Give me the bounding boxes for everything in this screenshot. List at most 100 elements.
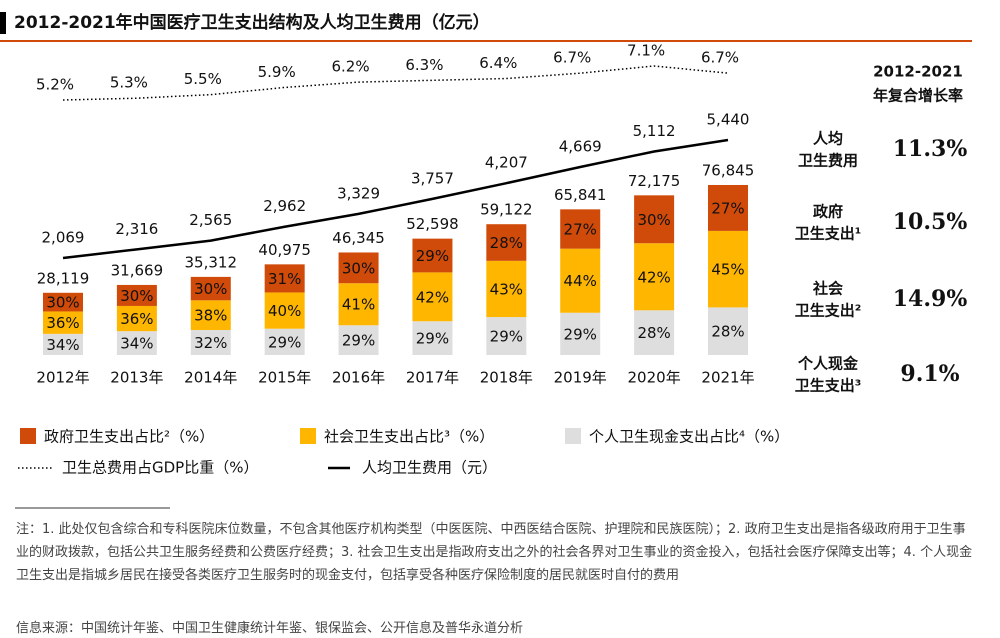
x-tick-label: 2014年 [184,369,237,387]
x-tick-label: 2015年 [258,369,311,387]
x-tick-label: 2017年 [406,369,459,387]
total-label: 46,345 [332,229,385,247]
bar-segment [338,325,379,355]
bar-segment [116,331,157,355]
gdp-share-line-label: 6.4% [479,54,517,72]
x-tick-label: 2021年 [701,369,754,387]
segment-label: 42% [637,268,670,286]
gdp-share-line-label: 6.2% [332,58,370,76]
per-capita-line [62,138,729,260]
cagr-value: 11.3% [893,136,968,162]
per-capita-line-label: 2,316 [115,220,158,238]
legend-label: 卫生总费用占GDP比重（%） [62,459,258,477]
per-capita-line-label: 5,112 [633,122,676,140]
total-label: 35,312 [185,253,238,271]
cagr-label: 卫生支出² [795,302,862,320]
segment-label: 29% [268,333,301,351]
bar-segment [412,272,453,322]
gdp-share-line [62,65,729,101]
segment-label: 28% [711,323,744,341]
segment-label: 30% [46,294,79,312]
bar-segment [190,330,231,355]
x-tick-label: 2018年 [480,369,533,387]
total-label: 76,845 [702,162,755,180]
segment-label: 38% [194,307,227,325]
per-capita-line-label: 3,329 [337,184,380,202]
bar-segment [560,312,601,355]
segment-label: 34% [46,336,79,354]
per-capita-line-label: 3,757 [411,169,454,187]
gdp-share-line-label: 7.1% [627,42,665,60]
segment-label: 36% [120,310,153,328]
per-capita-line-label: 4,669 [559,137,602,155]
bar-segment [264,264,305,293]
bar-segment [190,276,231,301]
cagr-label: 卫生支出³ [795,377,862,395]
per-capita-line-label: 2,565 [189,211,232,229]
legend-swatch [300,428,316,444]
per-capita-line-label: 2,069 [42,229,85,247]
bar-segment [190,300,231,331]
x-tick-label: 2013年 [110,369,163,387]
legend-swatch [20,428,36,444]
segment-label: 32% [194,334,227,352]
notes: 注：1. 此处仅包含综合和专科医院床位数量，不包含其他医疗机构类型（中医医院、中… [16,522,973,583]
bar-segment [560,248,601,313]
bar-segment [43,292,83,312]
bar-segment [43,311,83,334]
segment-label: 29% [416,247,449,265]
legend-swatch [565,428,581,444]
segment-label: 44% [564,272,597,290]
bar-segment [486,260,527,318]
bar-segment [43,333,83,355]
bar-segment [412,238,453,273]
bar-segment [116,284,157,306]
bar-segment [634,243,675,311]
cagr-label: 卫生费用 [798,152,858,170]
segment-label: 36% [46,314,79,332]
legend-label: 个人卫生现金支出占比⁴（%） [589,428,789,446]
x-tick-label: 2019年 [554,369,607,387]
bar-segment [708,307,748,355]
per-capita-line-label: 5,440 [707,111,750,129]
bar-segment [634,310,675,355]
bar-segment [560,209,601,249]
segment-label: 30% [637,211,670,229]
cagr-label: 人均 [813,130,843,148]
bar-segment [708,185,748,231]
total-label: 65,841 [554,186,607,204]
total-label: 40,975 [258,241,311,259]
bar-segment [708,230,748,308]
segment-label: 31% [268,270,301,288]
bar-segment [338,252,379,284]
per-capita-line-label: 2,962 [263,197,306,215]
segment-label: 27% [711,199,744,217]
chart-title: 2012-2021年中国医疗卫生支出结构及人均卫生费用（亿元） [14,12,490,33]
total-label: 59,122 [480,201,533,219]
bar-segment [338,283,379,326]
segment-label: 42% [416,288,449,306]
cagr-label: 个人现金 [797,355,859,373]
bar-segment [486,317,527,355]
cagr-value: 10.5% [893,209,968,235]
gdp-share-line-label: 5.5% [184,70,222,88]
segment-label: 43% [490,280,523,298]
segment-label: 41% [342,296,375,314]
segment-label: 27% [564,221,597,239]
total-label: 72,175 [628,172,681,190]
x-tick-label: 2012年 [36,369,89,387]
gdp-share-line-label: 6.7% [701,49,739,67]
segment-label: 28% [490,234,523,252]
gdp-share-line-label: 5.3% [110,74,148,92]
bar-segment [486,224,527,261]
segment-label: 29% [416,330,449,348]
bar-segment [634,195,675,244]
x-tick-label: 2016年 [332,369,385,387]
bar-segment [116,305,157,332]
x-tick-label: 2020年 [628,369,681,387]
legend-label: 人均卫生费用（元） [362,459,497,477]
cagr-label: 卫生支出¹ [795,225,862,243]
segment-label: 29% [490,328,523,346]
cagr-title: 2012-2021 [873,63,963,81]
